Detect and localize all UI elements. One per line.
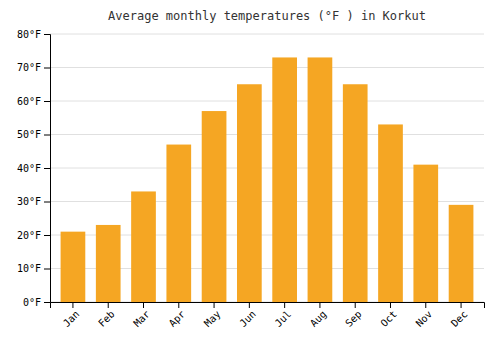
x-tick-mark: [108, 302, 109, 308]
x-tick: Oct: [378, 302, 399, 329]
x-tick-mark: [425, 302, 426, 308]
y-tick-mark: [44, 101, 50, 102]
x-tick: Dec: [449, 302, 470, 329]
y-axis-line: [44, 35, 51, 303]
x-tick: Aug: [308, 302, 329, 329]
y-tick-label: 50°F: [17, 129, 41, 140]
x-tick: Jun: [237, 302, 258, 329]
y-tick-mark: [44, 34, 50, 35]
y-tick-mark: [44, 235, 50, 236]
y-tick-mark: [44, 269, 50, 270]
x-tick-label: Jun: [237, 308, 258, 329]
grid-line: [50, 34, 484, 35]
y-tick-mark: [44, 68, 50, 69]
bar: [96, 225, 121, 302]
y-tick-mark: [44, 302, 50, 303]
y-tick: 30°F: [17, 196, 50, 207]
y-tick-label: 20°F: [17, 230, 41, 241]
x-tick: Nov: [414, 302, 435, 329]
x-tick-label: Dec: [449, 308, 470, 329]
x-tick: Apr: [167, 302, 188, 329]
y-tick-label: 70°F: [17, 62, 41, 73]
y-tick: 10°F: [17, 263, 50, 274]
bar: [449, 205, 474, 302]
x-tick: Jul: [273, 302, 294, 329]
x-tick: Mar: [131, 302, 152, 329]
bar: [166, 145, 191, 302]
bar: [272, 57, 297, 302]
bar: [61, 232, 86, 302]
x-tick-mark: [214, 302, 215, 308]
y-tick: 60°F: [17, 96, 50, 107]
x-tick-mark: [355, 302, 356, 308]
bar: [413, 165, 438, 302]
bar: [378, 124, 403, 302]
y-tick-mark: [44, 168, 50, 169]
x-tick-label: Oct: [378, 308, 399, 329]
title: Average monthly temperatures (°F ) in Ko…: [108, 9, 426, 23]
bar: [308, 57, 333, 302]
y-tick: 50°F: [17, 129, 50, 140]
x-tick: May: [202, 302, 223, 329]
x-tick-label: May: [202, 308, 223, 329]
x-tick-label: Sep: [343, 308, 364, 329]
x-tick-mark: [461, 302, 462, 308]
x-tick-label: Nov: [414, 308, 435, 329]
x-tick-mark: [178, 302, 179, 308]
y-tick: 0°F: [23, 297, 50, 308]
x-tick-label: Apr: [167, 308, 188, 329]
y-tick: 80°F: [17, 29, 50, 40]
x-tick-mark: [72, 302, 73, 308]
x-tick-mark: [390, 302, 391, 308]
x-tick: Jan: [61, 302, 82, 329]
x-axis: Jan Feb Mar Apr May Jun Jul Aug Sep Oct Nov Dec: [51, 302, 485, 329]
y-tick-label: 80°F: [17, 29, 41, 40]
x-tick-mark: [143, 302, 144, 308]
x-tick-mark: [249, 302, 250, 308]
x-tick: Feb: [96, 302, 117, 329]
plot: 0°F 10°F 20°F 30°F 40°F 50°F 60°F 70°F 80°F Jan Fe…: [17, 29, 485, 329]
y-tick-label: 40°F: [17, 163, 41, 174]
x-tick-label: Jul: [273, 308, 294, 329]
grid-line: [50, 134, 484, 135]
y-tick-label: 60°F: [17, 96, 41, 107]
y-tick: 70°F: [17, 62, 50, 73]
y-axis: 0°F 10°F 20°F 30°F 40°F 50°F 60°F 70°F 80°F: [17, 29, 51, 308]
bar: [343, 84, 368, 302]
y-tick: 40°F: [17, 163, 50, 174]
bars: [61, 57, 474, 302]
x-tick-mark: [284, 302, 285, 308]
y-tick-label: 10°F: [17, 263, 41, 274]
y-tick-mark: [44, 135, 50, 136]
x-tick: Sep: [343, 302, 364, 329]
bar: [131, 191, 156, 302]
y-tick: 20°F: [17, 230, 50, 241]
y-tick-mark: [44, 202, 50, 203]
grid-line: [50, 67, 484, 68]
bar: [237, 84, 262, 302]
y-tick-label: 30°F: [17, 196, 41, 207]
x-tick-label: Aug: [308, 308, 329, 329]
y-tick-label: 0°F: [23, 297, 41, 308]
grid: [50, 34, 484, 302]
x-axis-line: [51, 303, 485, 309]
chart: 0°F 10°F 20°F 30°F 40°F 50°F 60°F 70°F 80°F Jan Fe…: [0, 0, 500, 350]
x-tick-mark: [319, 302, 320, 308]
x-tick-label: Mar: [131, 308, 152, 329]
x-tick-label: Feb: [96, 308, 117, 329]
grid-line: [50, 101, 484, 102]
bar: [202, 111, 227, 302]
x-tick-label: Jan: [61, 308, 82, 329]
